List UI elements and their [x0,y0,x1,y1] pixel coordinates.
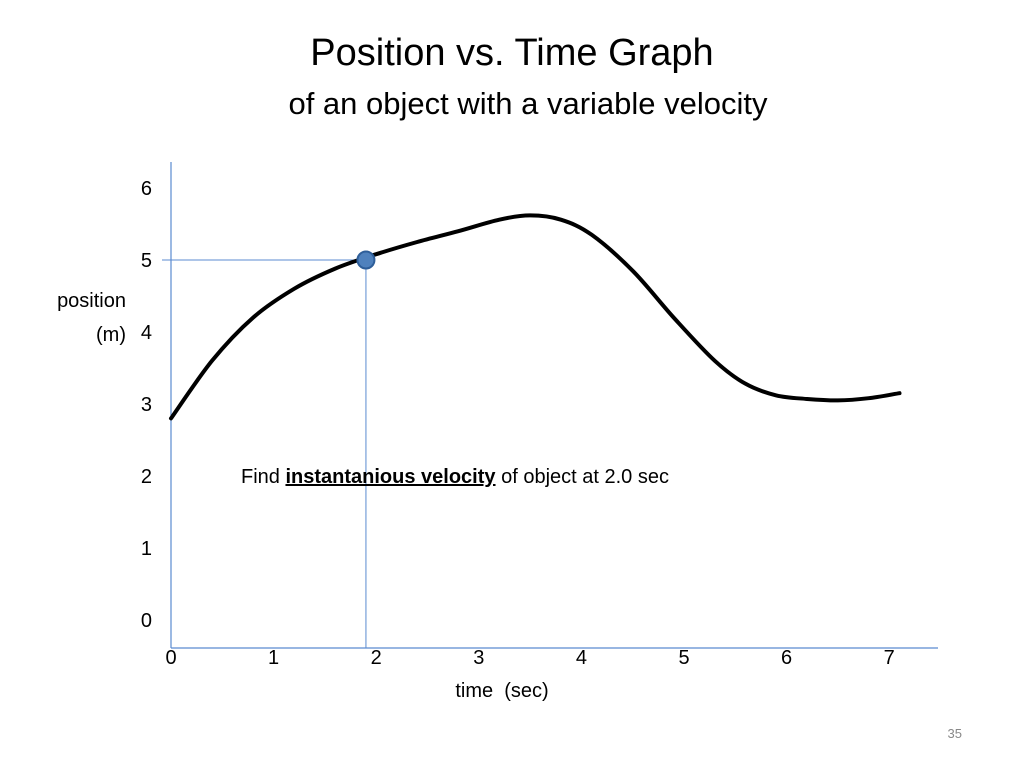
x-tick-label: 0 [165,647,176,669]
y-tick-label: 4 [141,322,152,344]
x-tick-label: 7 [884,647,895,669]
x-tick-label: 2 [371,647,382,669]
y-tick-label: 3 [141,394,152,416]
x-tick-label: 4 [576,647,587,669]
y-axis-label-line: (m) [96,324,126,346]
annotation-prefix: Find [241,466,286,488]
x-axis-label: time (sec) [455,680,549,702]
position-curve [169,213,902,421]
annotation-emphasis: instantanious velocity [285,466,496,488]
annotation-suffix: of object at 2.0 sec [495,466,669,488]
question-annotation: Find instantanious velocity of object at… [241,464,669,490]
y-tick-label: 2 [141,466,152,488]
slide-subtitle: of an object with a variable velocity [288,86,768,121]
y-tick-label: 6 [141,178,152,200]
y-tick-label: 1 [141,538,152,560]
x-tick-label: 1 [268,647,279,669]
slide-title: Position vs. Time Graph [310,32,714,74]
y-axis-label: position (m) [20,284,126,352]
y-tick-label: 5 [141,250,152,272]
x-tick-label: 5 [678,647,689,669]
x-tick-label: 6 [781,647,792,669]
highlight-point [356,250,376,270]
y-axis-label-line: position [57,290,126,312]
slide-number: 35 [947,726,962,741]
x-tick-label: 3 [473,647,484,669]
y-tick-label: 0 [141,610,152,632]
